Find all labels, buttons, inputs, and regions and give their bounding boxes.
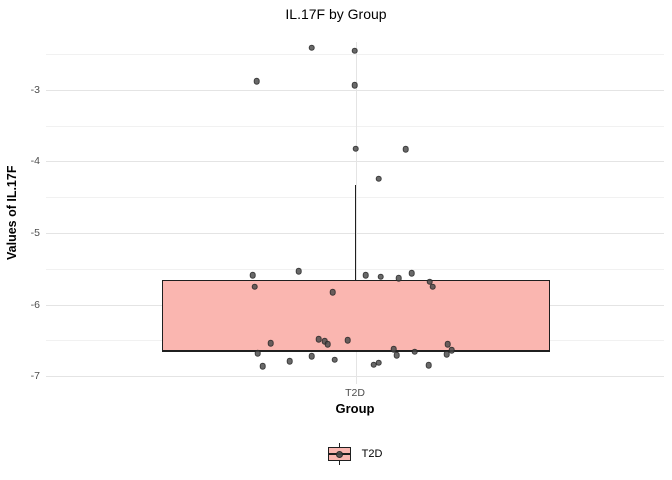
y-tick-label: -4 — [30, 155, 40, 168]
y-tick-label: -3 — [30, 83, 40, 96]
chart-title: IL.17F by Group — [285, 6, 387, 22]
jitter-point — [267, 339, 274, 347]
legend-key-boxplot-icon — [327, 442, 351, 466]
grid-line-major — [46, 161, 664, 163]
jitter-point — [425, 362, 432, 369]
jitter-point — [324, 340, 331, 348]
jitter-point — [254, 349, 261, 357]
x-axis-title: Group — [335, 401, 375, 416]
jitter-point — [295, 267, 302, 275]
legend: T2D — [46, 440, 664, 468]
y-tick-label: -5 — [30, 227, 40, 240]
legend-point-icon — [335, 450, 343, 458]
jitter-point — [444, 340, 451, 348]
jitter-point — [308, 44, 315, 52]
jitter-point — [411, 348, 418, 356]
y-tick-label: -6 — [30, 298, 40, 311]
jitter-point — [402, 146, 409, 153]
jitter-point — [286, 357, 293, 365]
jitter-point — [308, 352, 315, 360]
boxplot-box — [161, 280, 550, 352]
jitter-point — [393, 352, 400, 359]
jitter-point — [448, 347, 455, 354]
y-tick-label: -7 — [30, 370, 40, 383]
legend-label: T2D — [361, 448, 383, 460]
jitter-point — [344, 337, 351, 344]
grid-line-major — [46, 89, 664, 91]
jitter-point — [249, 271, 256, 279]
jitter-point — [375, 359, 382, 366]
grid-line-minor — [46, 125, 664, 127]
boxplot-upper-whisker — [355, 185, 357, 281]
boxplot-median-line — [161, 350, 550, 353]
jitter-point — [443, 350, 450, 358]
grid-line-major — [46, 376, 664, 378]
jitter-point — [331, 356, 338, 363]
jitter-point — [329, 289, 336, 296]
plot-panel — [46, 42, 664, 384]
jitter-point — [395, 274, 402, 282]
jitter-point — [351, 47, 358, 54]
jitter-point — [352, 145, 359, 152]
jitter-point — [429, 283, 436, 290]
jitter-point — [351, 81, 358, 89]
jitter-point — [251, 283, 258, 290]
x-tick-label: T2D — [345, 387, 365, 399]
grid-line-minor — [46, 54, 664, 56]
jitter-point — [259, 362, 266, 370]
jitter-point — [408, 269, 415, 277]
jitter-point — [377, 273, 384, 280]
jitter-point — [362, 271, 369, 279]
jitter-point — [375, 175, 382, 182]
jitter-point — [390, 345, 397, 353]
jitter-point — [253, 78, 260, 85]
